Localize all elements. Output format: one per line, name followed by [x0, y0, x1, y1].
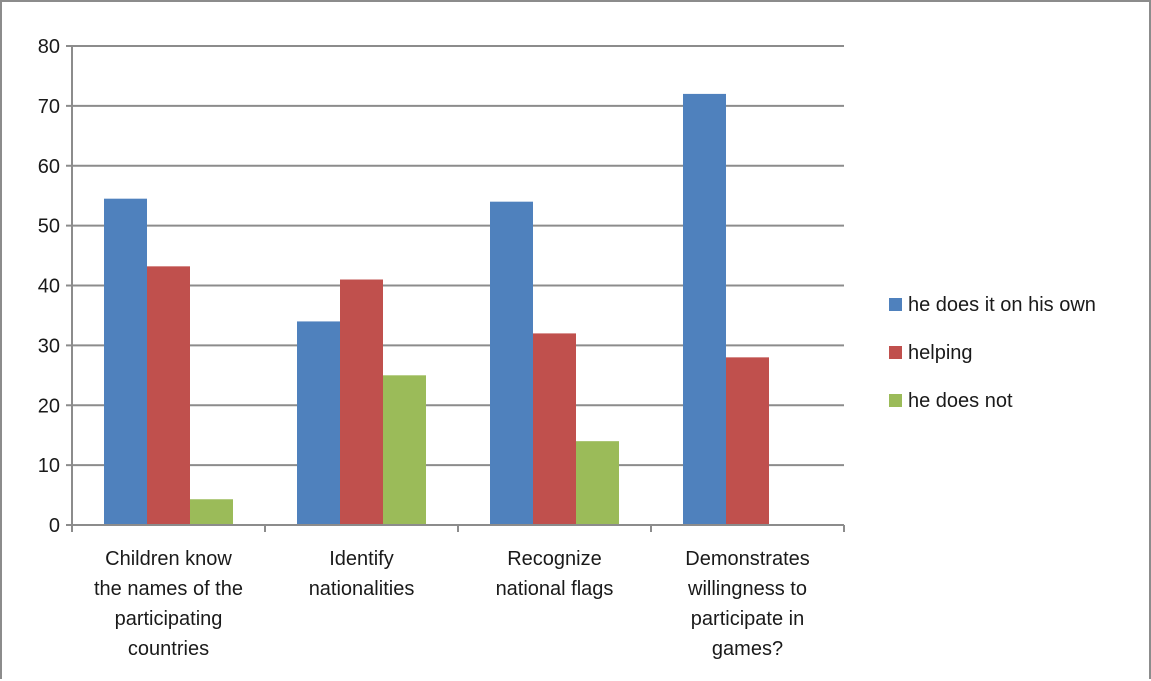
bar-he-does-it-on-his-own-3 — [683, 93, 726, 526]
legend-label: he does it on his own — [908, 294, 1096, 316]
x-category-label-line: Recognize — [507, 548, 602, 570]
x-category-label-line: Identify — [329, 548, 393, 570]
x-category-label: Children know the names of the participati… — [94, 548, 243, 660]
y-tick-label: 60 — [38, 156, 60, 178]
bar-helping-0 — [147, 266, 190, 525]
bar-he-does-not-0 — [190, 499, 233, 525]
gridlines — [72, 45, 844, 467]
bar-he-does-it-on-his-own-1 — [297, 321, 340, 525]
bar-helping-1 — [340, 279, 383, 525]
x-category-label-line: participate in — [691, 608, 804, 630]
y-tick-label: 40 — [38, 276, 60, 298]
x-category-label-line: the names of the — [94, 578, 243, 600]
x-category-label-line: games? — [712, 638, 783, 660]
x-category-label-line: national flags — [496, 578, 614, 600]
legend-label: he does not — [908, 390, 1013, 412]
bar-he-does-not-2 — [576, 441, 619, 525]
y-tick-label: 80 — [38, 36, 60, 58]
legend-swatch — [889, 394, 902, 407]
y-tick-label: 20 — [38, 395, 60, 417]
x-category-label: Demonstrates willingness to participate in… — [685, 548, 810, 660]
bar-helping-2 — [533, 333, 576, 525]
legend: he does it on his own helping he does not — [889, 294, 1096, 412]
y-tick-label: 0 — [49, 515, 60, 537]
bar-helping-3 — [726, 357, 769, 525]
y-tick-label: 50 — [38, 216, 60, 238]
x-category-label-line: countries — [128, 638, 209, 660]
legend-label: helping — [908, 342, 973, 364]
y-axis-ticks: 0 10 20 30 40 50 60 70 80 — [38, 36, 72, 537]
bars — [104, 93, 769, 526]
x-category-label: Recognize national flags — [496, 548, 614, 600]
x-category-label-line: Children know — [105, 548, 232, 570]
bar-he-does-not-1 — [383, 375, 426, 525]
legend-swatch — [889, 298, 902, 311]
legend-swatch — [889, 346, 902, 359]
x-category-label-line: participating — [115, 608, 223, 630]
bar-he-does-it-on-his-own-0 — [104, 198, 147, 525]
x-axis-labels: Children know the names of the participati… — [94, 548, 810, 660]
x-category-label-line: nationalities — [309, 578, 415, 600]
y-tick-label: 30 — [38, 335, 60, 357]
bar-he-does-it-on-his-own-2 — [490, 201, 533, 526]
x-category-label: Identify nationalities — [309, 548, 415, 600]
y-tick-label: 10 — [38, 455, 60, 477]
x-category-label-line: Demonstrates — [685, 548, 810, 570]
x-category-label-line: willingness to — [687, 578, 807, 600]
y-tick-label: 70 — [38, 96, 60, 118]
